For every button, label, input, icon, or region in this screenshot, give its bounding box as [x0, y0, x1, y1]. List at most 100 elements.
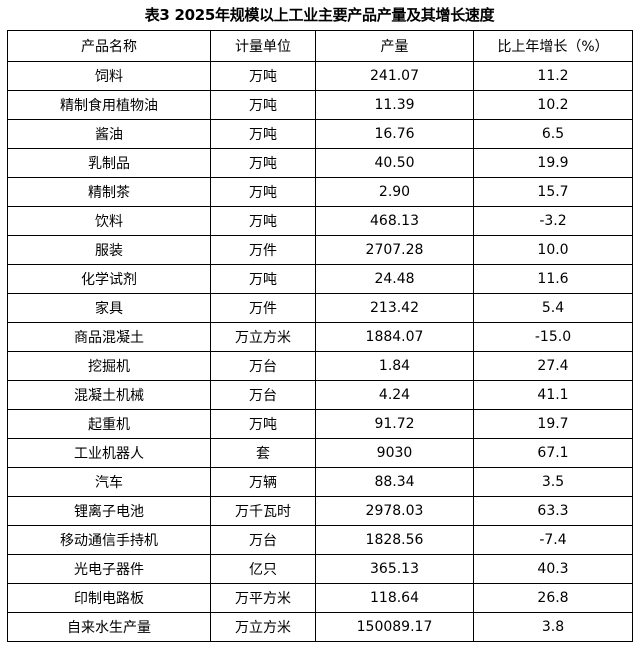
- cell-unit: 万立方米: [210, 612, 316, 642]
- cell-growth: -7.4: [473, 525, 633, 555]
- cell-growth: 15.7: [473, 177, 633, 207]
- table-title: 表3 2025年规模以上工业主要产品产量及其增长速度: [144, 6, 495, 24]
- cell-product-name: 化学试剂: [7, 264, 211, 294]
- cell-product-name: 饮料: [7, 206, 211, 236]
- cell-unit: 万台: [210, 525, 316, 555]
- table-row: 工业机器人套 9030 67.1: [7, 438, 633, 468]
- table-row: 汽车 万辆 88.34 3.5: [7, 467, 633, 497]
- cell-growth: -15.0: [473, 322, 633, 352]
- cell-growth: -3.2: [473, 206, 633, 236]
- header-output: 产量: [315, 30, 474, 62]
- table-row: 酱油 万吨 16.76 6.5: [7, 119, 633, 149]
- cell-growth: 11.2: [473, 61, 633, 91]
- table-row: 饮料 万吨 468.13 -3.2: [7, 206, 633, 236]
- table-row: 光电子器件 亿只 365.13 40.3: [7, 554, 633, 584]
- cell-growth: 6.5: [473, 119, 633, 149]
- cell-unit: 万平方米: [210, 583, 316, 613]
- cell-unit: 万立方米: [210, 322, 316, 352]
- cell-output: 1.84: [315, 351, 474, 381]
- cell-growth: 19.9: [473, 148, 633, 178]
- cell-output: 9030: [315, 438, 474, 468]
- table-row: 化学试剂 万吨 24.48 11.6: [7, 264, 633, 294]
- header-product-name: 产品名称: [7, 30, 211, 62]
- cell-unit: 万吨: [210, 206, 316, 236]
- cell-product-name: 印制电路板: [7, 583, 211, 613]
- cell-product-name: 服装: [7, 235, 211, 265]
- cell-unit: 万吨: [210, 148, 316, 178]
- header-unit: 计量单位: [210, 30, 316, 62]
- cell-unit: 万辆: [210, 467, 316, 497]
- cell-output: 1884.07: [315, 322, 474, 352]
- cell-unit: 万件: [210, 235, 316, 265]
- table-row: 锂离子电池 万千瓦时 2978.03 63.3: [7, 496, 633, 526]
- cell-unit: 万台: [210, 351, 316, 381]
- table-row: 家具 万件 213.42 5.4: [7, 293, 633, 323]
- industrial-output-table: 产品名称 计量单位 产量 比上年增长（%） 饲料 万吨 241.07 11.2 精制食用…: [7, 30, 633, 642]
- cell-growth: 5.4: [473, 293, 633, 323]
- cell-growth: 19.7: [473, 409, 633, 439]
- cell-unit: 万吨: [210, 61, 316, 91]
- cell-unit: 万吨: [210, 90, 316, 120]
- cell-unit: 万吨: [210, 119, 316, 149]
- cell-growth: 10.0: [473, 235, 633, 265]
- table-row: 精制茶 万吨 2.90 15.7: [7, 177, 633, 207]
- cell-output: 2.90: [315, 177, 474, 207]
- cell-output: 213.42: [315, 293, 474, 323]
- cell-output: 2707.28: [315, 235, 474, 265]
- cell-growth: 27.4: [473, 351, 633, 381]
- header-growth: 比上年增长（%）: [473, 30, 633, 62]
- table-row: 自来水生产量 万立方米 150089.17 3.8: [7, 612, 633, 642]
- cell-product-name: 锂离子电池: [7, 496, 211, 526]
- cell-output: 11.39: [315, 90, 474, 120]
- cell-output: 150089.17: [315, 612, 474, 642]
- table-row: 饲料 万吨 241.07 11.2: [7, 61, 633, 91]
- cell-product-name: 饲料: [7, 61, 211, 91]
- cell-output: 4.24: [315, 380, 474, 410]
- table-row: 印制电路板 万平方米 118.64 26.8: [7, 583, 633, 613]
- cell-growth: 63.3: [473, 496, 633, 526]
- cell-product-name: 移动通信手持机: [7, 525, 211, 555]
- cell-product-name: 乳制品: [7, 148, 211, 178]
- cell-output: 91.72: [315, 409, 474, 439]
- cell-unit: 万台: [210, 380, 316, 410]
- cell-output: 118.64: [315, 583, 474, 613]
- cell-growth: 3.8: [473, 612, 633, 642]
- cell-output: 365.13: [315, 554, 474, 584]
- cell-growth: 3.5: [473, 467, 633, 497]
- cell-growth: 11.6: [473, 264, 633, 294]
- cell-growth: 67.1: [473, 438, 633, 468]
- cell-unit: 亿只: [210, 554, 316, 584]
- cell-unit: 套: [210, 438, 316, 468]
- table-row: 商品混凝土 万立方米 1884.07 -15.0: [7, 322, 633, 352]
- cell-product-name: 光电子器件: [7, 554, 211, 584]
- header-row: 产品名称 计量单位 产量 比上年增长（%）: [7, 30, 633, 62]
- table-row: 精制食用植物油 万吨 11.39 10.2: [7, 90, 633, 120]
- cell-growth: 40.3: [473, 554, 633, 584]
- cell-product-name: 商品混凝土: [7, 322, 211, 352]
- cell-product-name: 自来水生产量: [7, 612, 211, 642]
- cell-output: 24.48: [315, 264, 474, 294]
- cell-growth: 10.2: [473, 90, 633, 120]
- cell-product-name: 精制茶: [7, 177, 211, 207]
- cell-output: 2978.03: [315, 496, 474, 526]
- cell-unit: 万千瓦时: [210, 496, 316, 526]
- cell-unit: 万吨: [210, 409, 316, 439]
- cell-product-name: 汽车: [7, 467, 211, 497]
- cell-output: 40.50: [315, 148, 474, 178]
- table-row: 起重机 万吨 91.72 19.7: [7, 409, 633, 439]
- table-body: 饲料 万吨 241.07 11.2 精制食用植物油 万吨 11.39 10.2 酱油 万吨 16.7…: [7, 61, 633, 642]
- cell-product-name: 家具: [7, 293, 211, 323]
- cell-product-name: 挖掘机: [7, 351, 211, 381]
- cell-unit: 万吨: [210, 177, 316, 207]
- cell-unit: 万吨: [210, 264, 316, 294]
- cell-output: 88.34: [315, 467, 474, 497]
- cell-product-name: 酱油: [7, 119, 211, 149]
- cell-growth: 26.8: [473, 583, 633, 613]
- cell-output: 16.76: [315, 119, 474, 149]
- table-row: 挖掘机 万台 1.84 27.4: [7, 351, 633, 381]
- cell-product-name: 精制食用植物油: [7, 90, 211, 120]
- cell-product-name: 工业机器人: [7, 438, 211, 468]
- cell-product-name: 混凝土机械: [7, 380, 211, 410]
- table-row: 移动通信手持机 万台 1828.56 -7.4: [7, 525, 633, 555]
- table-row: 混凝土机械 万台 4.24 41.1: [7, 380, 633, 410]
